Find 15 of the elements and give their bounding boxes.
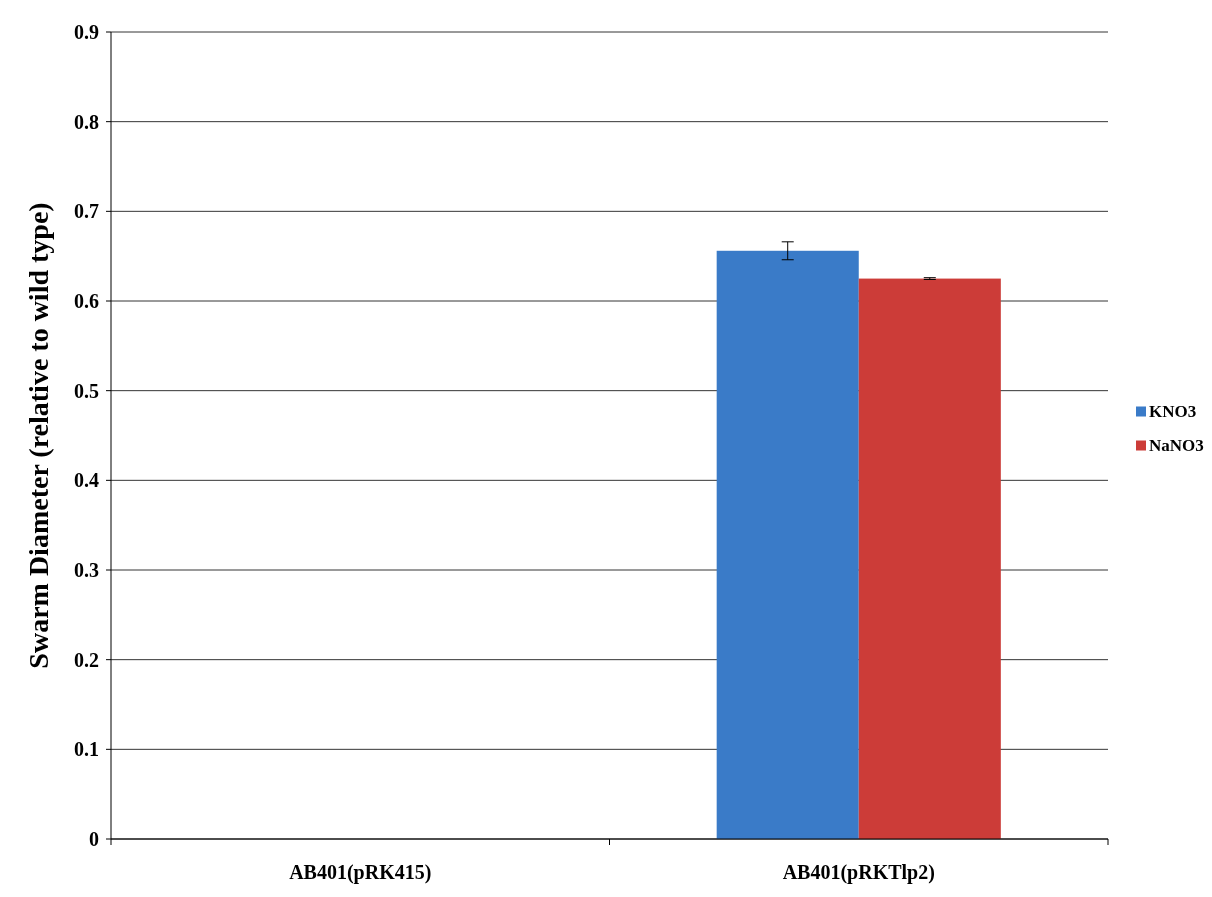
y-tick-label: 0.7: [74, 200, 99, 223]
y-tick-label: 0.9: [74, 21, 99, 43]
y-tick-label: 0: [89, 828, 99, 850]
legend-label: NaNO3: [1149, 436, 1204, 456]
y-tick-label: 0.4: [74, 469, 99, 492]
y-tick-label: 0.2: [74, 648, 99, 671]
y-tick-label: 0.3: [74, 559, 99, 581]
y-tick-label: 0.5: [74, 379, 99, 402]
x-tick-label: AB401(pRK415): [289, 861, 432, 884]
x-tick-label: AB401(pRKTlp2): [782, 861, 935, 884]
y-tick-label: 0.8: [74, 110, 99, 133]
y-tick-label: 0.6: [74, 290, 99, 312]
y-axis-title: Swarm Diameter (relative to wild type): [23, 202, 54, 669]
y-tick-label: 0.1: [74, 738, 99, 761]
legend-label: KNO3: [1149, 402, 1197, 422]
